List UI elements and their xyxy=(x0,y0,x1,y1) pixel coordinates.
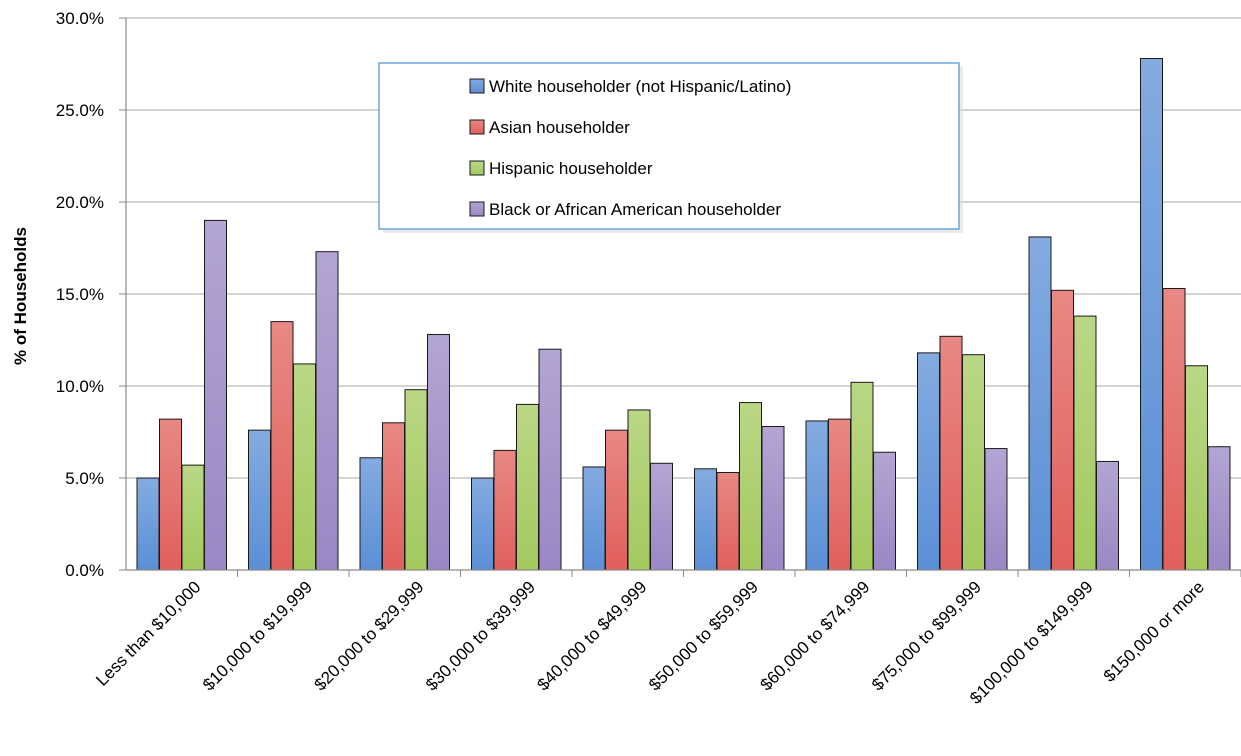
x-tick-label: $40,000 to $49,999 xyxy=(534,577,651,694)
bar xyxy=(516,403,539,571)
y-tick-label: 25.0% xyxy=(56,101,104,120)
bar xyxy=(471,477,494,571)
x-axis-ticks: Less than $10,000$10,000 to $19,999$20,0… xyxy=(92,577,1208,707)
bar xyxy=(1140,57,1163,571)
y-tick-label: 5.0% xyxy=(65,469,104,488)
bar xyxy=(716,471,740,571)
y-axis-ticks: 0.0% 5.0% 10.0% 15.0% 20.0% 25.0% 30.0% xyxy=(56,9,126,580)
y-tick-label: 30.0% xyxy=(56,9,104,28)
x-tick-label: $75,000 to $99,999 xyxy=(868,577,985,694)
bar xyxy=(270,321,294,571)
bar xyxy=(493,449,517,571)
bar xyxy=(1073,315,1097,571)
bar xyxy=(582,466,606,571)
y-tick-label: 20.0% xyxy=(56,193,104,212)
bar xyxy=(850,381,874,571)
bar xyxy=(136,477,160,571)
x-tick-label: Less than $10,000 xyxy=(92,577,204,689)
legend-label: Hispanic householder xyxy=(489,159,653,178)
legend: White householder (not Hispanic/Latino) A… xyxy=(378,62,963,233)
bars xyxy=(136,57,1231,571)
bar xyxy=(828,418,851,571)
x-tick-label: $60,000 to $74,999 xyxy=(757,577,874,694)
x-tick-label: $100,000 to $149,999 xyxy=(966,577,1096,707)
legend-swatch xyxy=(469,78,485,94)
bar xyxy=(694,468,717,571)
bar xyxy=(605,429,628,571)
bar xyxy=(359,457,383,571)
bar xyxy=(1207,446,1231,571)
bar xyxy=(159,418,182,571)
bar xyxy=(917,352,940,571)
bar xyxy=(293,363,316,571)
bar xyxy=(739,402,762,571)
bar xyxy=(1096,460,1119,571)
x-tick-label: $30,000 to $39,999 xyxy=(422,577,539,694)
legend-label: Black or African American householder xyxy=(489,200,781,219)
x-tick-label: $10,000 to $19,999 xyxy=(199,577,316,694)
x-tick-label: $20,000 to $29,999 xyxy=(311,577,428,694)
legend-swatch xyxy=(469,160,485,176)
y-tick-label: 0.0% xyxy=(65,561,104,580)
y-axis-label: % of Households xyxy=(11,227,30,365)
y-tick-label: 15.0% xyxy=(56,285,104,304)
bar xyxy=(1028,236,1052,571)
bar xyxy=(962,354,985,571)
x-tick-label: $150,000 or more xyxy=(1100,577,1208,685)
legend-label: White householder (not Hispanic/Latino) xyxy=(489,77,791,96)
bar xyxy=(805,420,829,571)
legend-swatch xyxy=(469,201,485,217)
bar xyxy=(248,429,271,571)
bar xyxy=(427,333,450,571)
bar xyxy=(984,448,1008,571)
bar xyxy=(404,389,428,571)
bar xyxy=(1162,287,1186,571)
x-tick-label: $50,000 to $59,999 xyxy=(645,577,762,694)
bar xyxy=(1051,289,1074,571)
y-tick-label: 10.0% xyxy=(56,377,104,396)
bar xyxy=(761,425,785,571)
bar xyxy=(315,251,339,571)
bar xyxy=(382,422,405,571)
axes xyxy=(125,18,1241,577)
bar xyxy=(627,409,651,571)
bar xyxy=(1185,365,1208,571)
legend-swatch xyxy=(469,119,485,135)
bar xyxy=(181,464,205,571)
bar xyxy=(204,219,227,571)
bar xyxy=(873,451,896,571)
legend-label: Asian householder xyxy=(489,118,630,137)
bar xyxy=(650,462,673,571)
bar xyxy=(939,335,963,571)
bar xyxy=(538,348,562,571)
